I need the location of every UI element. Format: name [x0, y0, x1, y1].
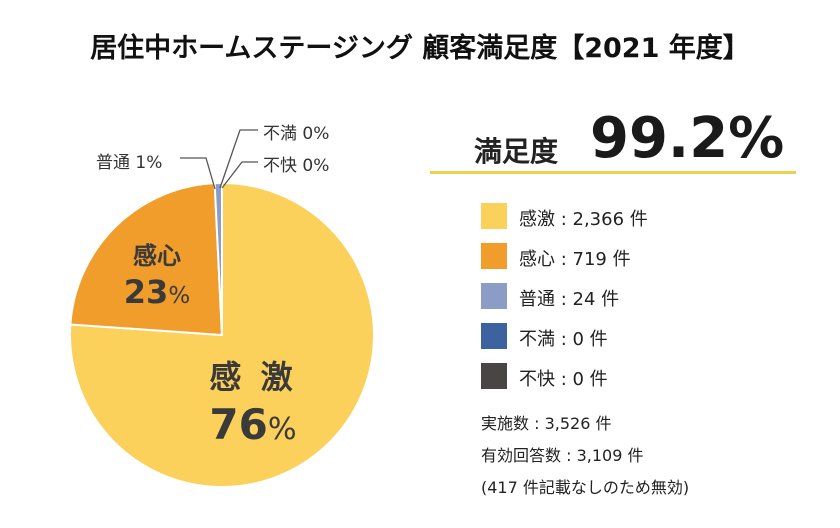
- legend-text: 不快 : 0 件: [519, 369, 608, 390]
- legend-text: 感激 : 2,366 件: [519, 209, 648, 230]
- legend-item-fuman: 不満 : 0 件: [481, 320, 781, 350]
- pie-slice-感心: [69, 182, 224, 337]
- legend-swatch: [481, 243, 507, 269]
- satisfaction-panel: 満足度 99.2%: [430, 104, 796, 174]
- legend-swatch: [481, 323, 507, 349]
- percent-sign: %: [168, 283, 191, 309]
- pie-slice-感激: [68, 181, 375, 488]
- note-valid: 有効回答数 : 3,109 件: [481, 446, 644, 465]
- callout-line-fukai: [221, 161, 258, 189]
- slice-label-kanshin-percent: 23: [123, 273, 169, 311]
- note-invalid: (417 件記載なしのため無効): [481, 478, 690, 497]
- slice-label-kangeki-name: 感 激: [209, 358, 297, 396]
- chart-title: 居住中ホームステージング 顧客満足度【2021 年度】: [90, 33, 750, 64]
- callout-futsu: 普通 1%: [96, 153, 163, 173]
- callout-line-fuman: [219, 129, 258, 189]
- slice-label-kanshin: 感心 23%: [112, 236, 202, 311]
- callout-fukai: 不快 0%: [263, 156, 330, 176]
- legend-swatch: [481, 283, 507, 309]
- legend-item-kangeki: 感激 : 2,366 件: [481, 200, 781, 230]
- callout-line-futsu: [180, 157, 216, 190]
- legend-item-kanshin: 感心 : 719 件: [481, 240, 781, 270]
- legend-swatch: [481, 363, 507, 389]
- slice-label-kangeki-percent: 76: [209, 400, 268, 449]
- legend-swatch: [481, 203, 507, 229]
- note-total: 実施数 : 3,526 件: [481, 414, 612, 433]
- percent-sign: %: [267, 412, 297, 447]
- slice-label-kangeki: 感 激 76%: [198, 352, 308, 449]
- legend-item-fukai: 不快 : 0 件: [481, 360, 781, 390]
- satisfaction-value: 99.2%: [590, 106, 785, 171]
- callout-fuman: 不満 0%: [263, 124, 330, 144]
- legend-text: 不満 : 0 件: [519, 329, 608, 350]
- slice-label-kanshin-name: 感心: [133, 242, 181, 270]
- legend-item-futsu: 普通 : 24 件: [481, 280, 781, 310]
- legend-text: 普通 : 24 件: [519, 289, 620, 310]
- satisfaction-label: 満足度: [474, 135, 559, 168]
- legend-text: 感心 : 719 件: [519, 249, 631, 270]
